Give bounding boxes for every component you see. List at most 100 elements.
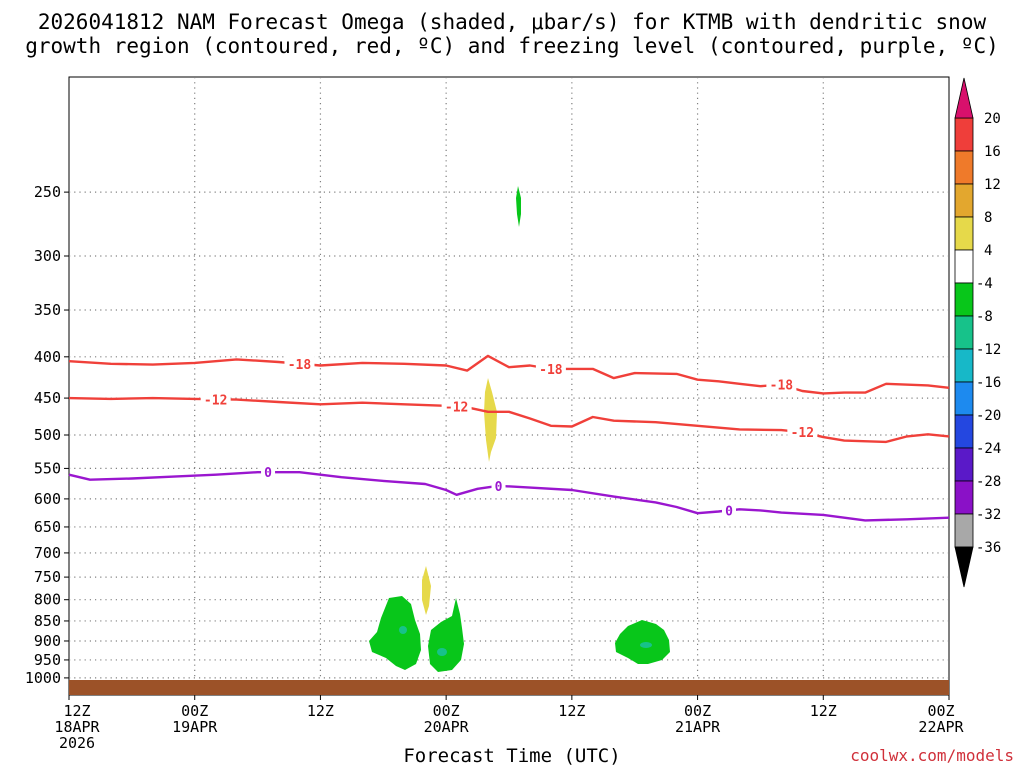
colorbar-tick-label: -16 [976, 375, 1001, 391]
y-tick-label: 700 [34, 544, 61, 562]
plot-frame [68, 76, 950, 696]
x-tick-label: 22APR [918, 718, 964, 736]
colorbar-bin [954, 282, 974, 317]
y-tick-label: 750 [34, 568, 61, 586]
x-tick-label: 00Z [684, 702, 711, 720]
contour-label: -18 [539, 363, 563, 378]
colorbar-bin [954, 117, 974, 152]
y-tick-label: 450 [34, 389, 61, 407]
colorbar-bin [954, 381, 974, 416]
contour-label-bg [441, 398, 472, 414]
colorbar-tick-label: -4 [976, 276, 993, 292]
omega-cell-2 [428, 598, 464, 672]
contour-label-bg [200, 391, 231, 407]
colorbar-bin [954, 150, 974, 185]
title-line-2: growth region (contoured, red, ºC) and f… [25, 34, 999, 58]
contour-label-bg [787, 424, 818, 440]
x-axis-label: Forecast Time (UTC) [403, 745, 621, 767]
title-line-1: 2026041812 NAM Forecast Omega (shaded, μ… [37, 10, 987, 34]
y-tick-label: 400 [34, 348, 61, 366]
colorbar-tick-label: 16 [984, 144, 1001, 160]
omega-upper-cell [516, 186, 521, 227]
omega-core-3 [640, 642, 652, 648]
y-tick-label: 950 [34, 651, 61, 669]
x-tick-label: 00Z [927, 702, 954, 720]
colorbar-bin [954, 414, 974, 449]
colorbar-tick-label: 12 [984, 177, 1001, 193]
contour-label-bg [766, 376, 797, 392]
contour-dgz-top [68, 354, 950, 395]
contour-label: 0 [495, 480, 503, 495]
colorbar-tick-label: 8 [984, 210, 992, 226]
chart-title: 2026041812 NAM Forecast Omega (shaded, μ… [0, 10, 1024, 58]
colorbar-tick-label: 4 [984, 243, 992, 259]
y-tick-label: 350 [34, 301, 61, 319]
colorbar-bin [954, 249, 974, 284]
contour-label-bg [535, 360, 566, 376]
colorbar-tick-label: -24 [976, 441, 1001, 457]
x-tick-label: 12Z [307, 702, 334, 720]
x-tick-label: 18APR [54, 718, 100, 736]
omega-low-yellow [422, 566, 431, 615]
omega-core-2 [437, 648, 447, 656]
colorbar-tick-label: -20 [976, 408, 1001, 424]
x-tick-label: 20APR [424, 718, 470, 736]
colorbar: 20 16 12 8 4 -4 -8 -12 -16 -20 -24 -28 -32 -36 [954, 77, 1001, 588]
contour-label: -12 [204, 393, 227, 408]
contour-label-bg [722, 502, 736, 518]
colorbar-bin [954, 315, 974, 350]
y-tick-label: 900 [34, 632, 61, 650]
colorbar-tick-label: -32 [976, 507, 1001, 523]
y-tick-label: 1000 [25, 669, 61, 687]
x-tick-label: 12Z [810, 702, 837, 720]
colorbar-bottom-triangle [954, 546, 974, 588]
colorbar-tick-label: -36 [976, 540, 1001, 556]
y-tick-label: 800 [34, 591, 61, 609]
colorbar-bin [954, 513, 974, 548]
x-tick-label: 12Z [558, 702, 585, 720]
colorbar-tick-label: -12 [976, 342, 1001, 358]
contour-label: -12 [445, 401, 468, 416]
colorbar-bin [954, 216, 974, 251]
y-tick-label: 650 [34, 518, 61, 536]
x-tick-label: 12Z [63, 702, 90, 720]
temperature-contours: -18 -18 -18 -12 -12 -12 0 0 0 [68, 354, 950, 522]
grid-lines [69, 77, 949, 695]
y-tick-label: 300 [34, 247, 61, 265]
y-tick-label: 500 [34, 426, 61, 444]
omega-cell-1 [369, 596, 421, 670]
colorbar-bin [954, 348, 974, 383]
terrain-ground [69, 680, 949, 695]
contour-label: 0 [725, 504, 733, 519]
y-axis: 250 300 350 400 450 500 550 600 650 700 750 800 850 9… [25, 183, 69, 687]
y-tick-label: 600 [34, 490, 61, 508]
contour-dgz-bottom [68, 396, 950, 444]
contour-label: -18 [770, 379, 794, 394]
contour-label: -18 [288, 358, 312, 373]
x-tick-label: 00Z [433, 702, 460, 720]
colorbar-bin [954, 183, 974, 218]
credit-link[interactable]: coolwx.com/models [850, 746, 1014, 765]
x-tick-label: 21APR [675, 718, 721, 736]
omega-positive-cell [484, 378, 497, 462]
colorbar-tick-label: 20 [984, 111, 1001, 127]
contour-label: -12 [791, 426, 814, 441]
contour-label-bg [261, 464, 276, 480]
colorbar-tick-label: -28 [976, 474, 1001, 490]
y-tick-label: 550 [34, 459, 61, 477]
contour-label: 0 [264, 466, 272, 481]
y-tick-label: 250 [34, 183, 61, 201]
omega-cell-3 [615, 620, 670, 664]
omega-core-1 [399, 626, 407, 634]
contour-freezing-level [68, 471, 950, 522]
x-tick-label: 00Z [181, 702, 208, 720]
omega-shading [369, 186, 670, 672]
colorbar-tick-label: -8 [976, 309, 993, 325]
y-tick-label: 850 [34, 612, 61, 630]
contour-label-bg [491, 477, 506, 493]
x-tick-label: 2026 [59, 734, 95, 752]
contour-label-bg [284, 355, 315, 371]
colorbar-bin [954, 480, 974, 515]
